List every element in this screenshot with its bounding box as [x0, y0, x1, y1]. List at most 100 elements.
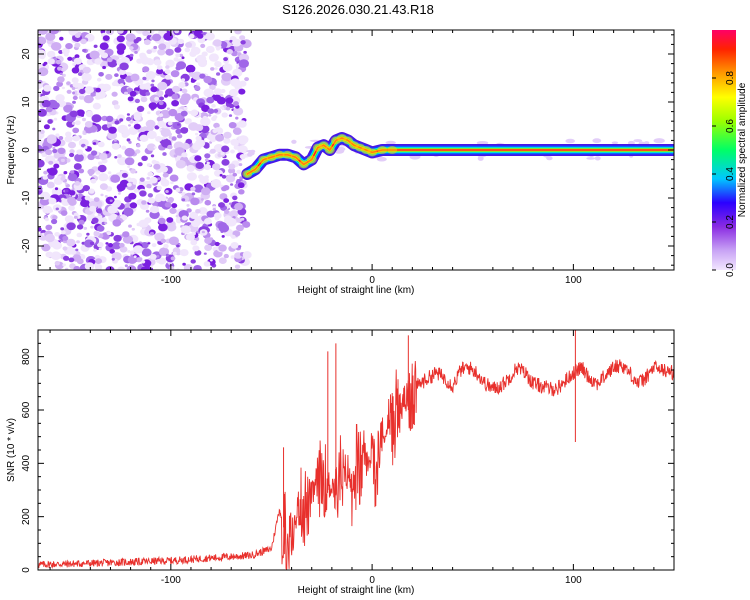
noise-speckle [210, 56, 217, 62]
noise-speckle [111, 143, 120, 150]
noise-speckle [126, 138, 131, 142]
noise-speckle [166, 107, 170, 110]
noise-speckle [193, 184, 204, 193]
signal-blob [290, 153, 301, 162]
noise-speckle [47, 50, 56, 58]
x-tick-label: 100 [565, 575, 582, 586]
noise-speckle [181, 215, 188, 221]
noise-speckle [226, 49, 233, 55]
signal-blob [282, 150, 293, 159]
y-tick-label: 800 [21, 348, 32, 365]
noise-speckle [68, 257, 75, 263]
noise-speckle [133, 188, 139, 193]
noise-speckle [204, 218, 212, 225]
noise-speckle [117, 30, 124, 34]
noise-speckle [223, 185, 230, 191]
noise-speckle [171, 100, 180, 107]
colorbar-label: Normalized spectral amplitude [737, 82, 748, 217]
noise-speckle [205, 45, 215, 54]
noise-speckle [117, 78, 125, 85]
noise-speckle [191, 192, 196, 196]
noise-speckle [237, 120, 247, 128]
noise-speckle [153, 163, 161, 170]
noise-speckle [194, 155, 202, 162]
noise-speckle [91, 114, 102, 123]
noise-speckle [237, 145, 248, 154]
noise-speckle [40, 191, 51, 200]
noise-speckle [160, 128, 171, 137]
signal-blob [250, 165, 261, 174]
noise-speckle [50, 251, 62, 260]
noise-speckle [171, 136, 177, 141]
noise-speckle [236, 224, 244, 232]
noise-speckle [240, 40, 246, 45]
noise-speckle [66, 81, 71, 86]
noise-speckle [204, 237, 213, 244]
noise-speckle [210, 108, 214, 112]
noise-speckle [126, 113, 130, 116]
noise-speckle [190, 259, 196, 264]
noise-speckle [160, 196, 167, 202]
noise-speckle [69, 170, 75, 175]
noise-speckle [150, 86, 158, 93]
noise-speckle [111, 100, 119, 106]
noise-speckle [234, 30, 242, 35]
noise-speckle [172, 85, 181, 93]
noise-speckle [57, 76, 65, 83]
noise-speckle [165, 190, 169, 193]
signal-blob [298, 160, 309, 169]
noise-speckle [129, 46, 134, 50]
noise-speckle [201, 230, 205, 234]
noise-speckle [38, 67, 49, 77]
noise-speckle [191, 71, 203, 81]
noise-speckle [130, 73, 140, 82]
noise-speckle [188, 72, 195, 77]
noise-speckle [71, 121, 76, 125]
noise-speckle [45, 224, 53, 231]
noise-speckle [130, 169, 136, 174]
noise-speckle [229, 39, 233, 43]
noise-speckle [45, 106, 53, 113]
noise-speckle [140, 96, 148, 103]
colorbar-tick-label: 0.2 [725, 215, 736, 229]
noise-speckle [170, 70, 180, 78]
noise-speckle [223, 198, 230, 204]
noise-speckle [57, 100, 67, 108]
noise-speckle [64, 135, 73, 143]
signal-blob [266, 153, 277, 162]
noise-speckle [163, 243, 169, 249]
noise-speckle [158, 223, 168, 232]
noise-speckle [133, 115, 141, 121]
noise-speckle [150, 83, 155, 87]
noise-speckles [38, 30, 669, 270]
noise-speckle [237, 182, 245, 189]
noise-speckle [228, 122, 237, 129]
noise-speckle [121, 145, 127, 150]
noise-speckle [230, 78, 241, 87]
noise-speckle [181, 56, 185, 59]
noise-speckle [81, 73, 92, 82]
noise-speckle [99, 42, 109, 50]
noise-speckle [153, 146, 157, 149]
noise-speckle [38, 94, 41, 98]
noise-speckle [114, 73, 119, 77]
noise-speckle [79, 88, 86, 95]
noise-speckle [181, 198, 186, 202]
noise-speckle [157, 81, 168, 91]
noise-speckle [112, 219, 122, 227]
noise-speckle [163, 32, 174, 41]
noise-speckle [107, 205, 118, 214]
noise-speckle [212, 163, 221, 171]
noise-speckle [137, 79, 144, 85]
snr-panel: -100 0 100 0 200 400 600 800 Height of straight… [6, 329, 675, 596]
noise-speckle [76, 149, 84, 155]
noise-speckle [213, 94, 222, 102]
noise-speckle [189, 211, 199, 219]
noise-speckle [211, 103, 216, 108]
noise-speckle [213, 108, 219, 113]
noise-speckle [69, 190, 76, 196]
noise-speckle [44, 217, 49, 222]
noise-speckle [64, 182, 68, 185]
signal-blob [258, 155, 269, 164]
